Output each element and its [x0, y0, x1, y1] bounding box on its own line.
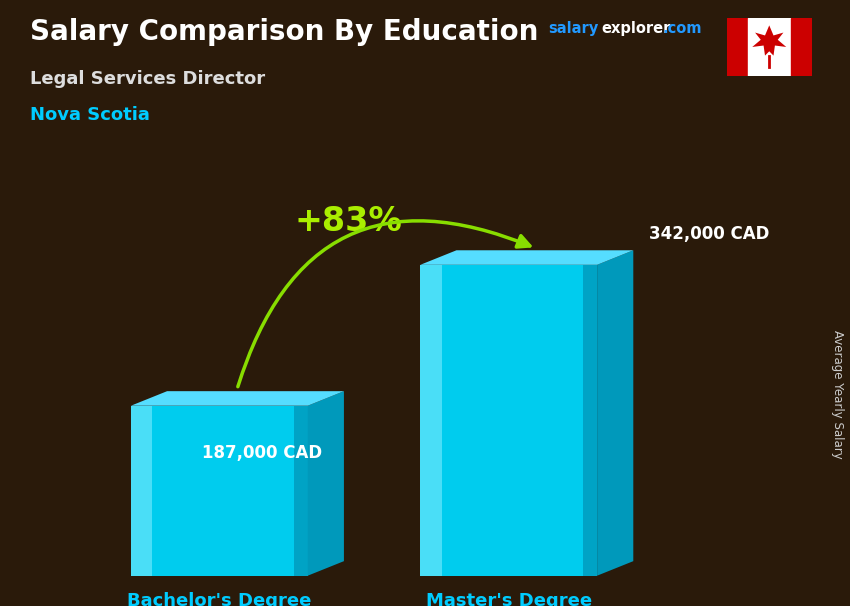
Polygon shape	[308, 391, 344, 576]
Text: .com: .com	[663, 21, 702, 36]
Bar	[583, 265, 597, 576]
Text: 187,000 CAD: 187,000 CAD	[201, 444, 322, 462]
Text: salary: salary	[548, 21, 598, 36]
Bar	[131, 406, 308, 576]
Polygon shape	[420, 250, 633, 265]
Polygon shape	[131, 391, 344, 406]
Polygon shape	[597, 250, 633, 576]
Polygon shape	[752, 25, 786, 56]
Bar	[790, 18, 812, 76]
Text: Legal Services Director: Legal Services Director	[30, 70, 265, 88]
Text: 342,000 CAD: 342,000 CAD	[649, 225, 770, 243]
Text: Nova Scotia: Nova Scotia	[30, 106, 150, 124]
Bar	[420, 265, 441, 576]
Text: Average Yearly Salary: Average Yearly Salary	[830, 330, 844, 458]
FancyArrowPatch shape	[238, 221, 530, 387]
Bar	[131, 406, 152, 576]
Text: Salary Comparison By Education: Salary Comparison By Education	[30, 18, 538, 46]
Text: +83%: +83%	[294, 205, 402, 238]
Bar	[727, 18, 748, 76]
Bar	[293, 406, 308, 576]
Text: explorer: explorer	[602, 21, 672, 36]
Bar	[748, 18, 790, 76]
Bar	[420, 265, 597, 576]
